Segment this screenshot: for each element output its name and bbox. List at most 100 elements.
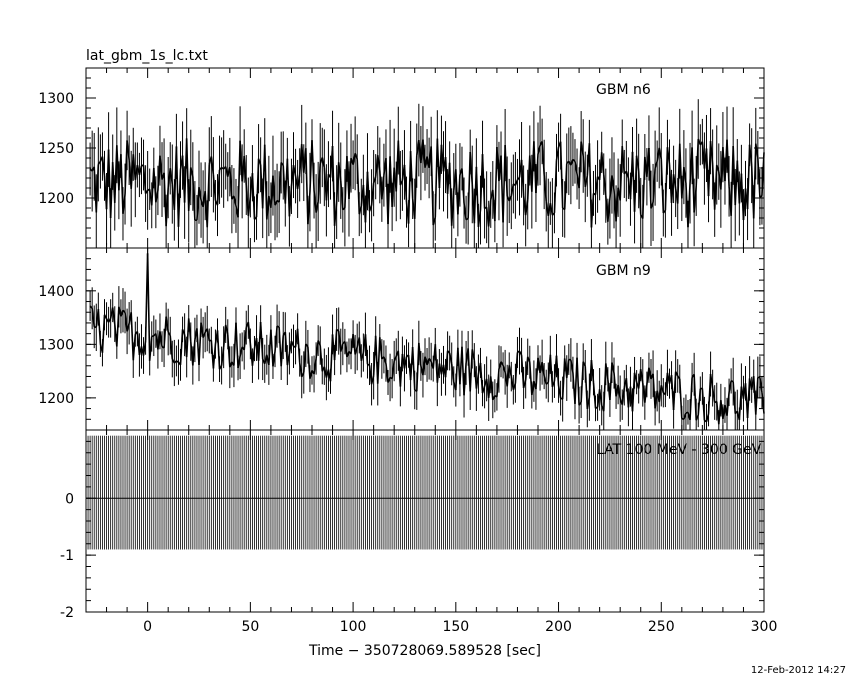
data-step — [107, 318, 112, 323]
data-step — [644, 384, 648, 403]
data-step — [155, 190, 159, 203]
y-tick-label: 1200 — [38, 391, 74, 407]
data-step — [660, 159, 665, 214]
data-step — [224, 324, 229, 335]
data-step — [516, 176, 521, 181]
data-step — [391, 167, 395, 207]
data-step — [187, 167, 192, 211]
data-step — [541, 362, 545, 377]
data-step — [409, 151, 414, 199]
data-step — [142, 340, 147, 356]
data-step — [200, 322, 204, 338]
data-step — [457, 174, 461, 215]
data-step — [122, 309, 126, 313]
data-step — [522, 379, 527, 389]
data-step — [609, 175, 613, 199]
data-step — [487, 199, 492, 227]
data-step — [602, 174, 607, 196]
data-step — [212, 174, 217, 201]
data-step — [607, 198, 611, 222]
data-step — [319, 345, 324, 372]
data-step — [302, 343, 307, 373]
data-step — [520, 159, 525, 196]
data-step — [621, 387, 626, 405]
data-step — [376, 155, 381, 171]
data-step — [142, 164, 147, 194]
data-step — [169, 335, 174, 360]
data-step — [239, 346, 243, 357]
data-step — [335, 162, 340, 203]
data-step — [179, 329, 184, 365]
data-step — [578, 401, 582, 406]
data-step — [354, 346, 358, 355]
data-step — [475, 374, 480, 389]
data-step — [339, 343, 344, 352]
data-step — [652, 168, 656, 203]
data-step — [91, 308, 96, 327]
data-step — [637, 369, 642, 389]
data-step — [239, 140, 243, 182]
data-step — [691, 147, 695, 213]
data-step — [120, 309, 124, 317]
data-step — [259, 321, 264, 360]
y-tick-label: 1300 — [38, 91, 74, 107]
y-tick-label: 1300 — [38, 337, 74, 353]
panel-gbm-n6: 1200 1250 1300 GBM n6 — [38, 67, 765, 249]
data-step — [272, 351, 276, 367]
data-step — [153, 167, 157, 203]
y-tick-label: 0 — [65, 491, 74, 507]
x-tick-label: 0 — [143, 619, 152, 635]
data-step — [321, 157, 326, 168]
data-step — [570, 359, 574, 373]
data-step — [481, 386, 486, 394]
data-step — [580, 141, 584, 157]
data-step — [247, 196, 252, 216]
data-step — [611, 362, 615, 374]
data-step — [524, 356, 529, 380]
data-step — [307, 192, 311, 225]
data-step — [305, 343, 309, 348]
data-step — [549, 354, 554, 387]
data-step — [315, 340, 319, 359]
data-step — [368, 365, 373, 385]
data-step — [163, 172, 167, 227]
data-step — [726, 392, 730, 416]
data-step — [683, 167, 687, 184]
data-step — [681, 417, 685, 420]
data-step — [403, 164, 408, 203]
data-step — [648, 367, 652, 380]
data-step — [481, 154, 486, 209]
x-tick-label: 300 — [751, 619, 778, 635]
data-step — [759, 195, 763, 198]
data-step — [754, 143, 759, 158]
data-step — [590, 193, 595, 228]
data-step — [243, 155, 248, 186]
data-step — [730, 380, 734, 383]
data-step — [118, 306, 122, 317]
data-step — [625, 378, 630, 408]
data-step — [226, 334, 231, 368]
data-step — [313, 358, 317, 375]
series-label-gbm-n6: GBM n6 — [596, 82, 651, 98]
data-step — [537, 145, 541, 155]
data-step — [689, 377, 693, 420]
data-step — [296, 174, 301, 190]
data-step — [288, 340, 293, 354]
data-step — [633, 372, 638, 383]
data-step — [148, 336, 153, 361]
data-step — [333, 201, 338, 226]
data-step — [130, 312, 135, 361]
data-step — [218, 166, 223, 171]
data-step — [746, 378, 751, 418]
data-step — [489, 376, 494, 400]
data-step — [159, 155, 163, 180]
data-step — [526, 356, 531, 363]
data-step — [185, 318, 190, 358]
data-step — [535, 153, 539, 194]
data-step — [595, 406, 598, 410]
data-step — [576, 357, 580, 406]
data-step — [336, 328, 340, 332]
data-step — [276, 325, 280, 328]
data-step — [358, 205, 363, 215]
data-step — [672, 174, 677, 189]
